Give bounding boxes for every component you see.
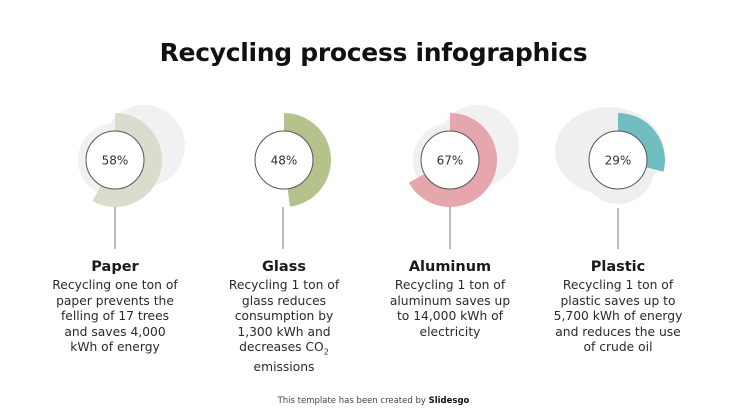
aluminum-description: Recycling 1 ton of aluminum saves up to … [389, 278, 511, 339]
plastic-title: Plastic [590, 259, 646, 275]
plastic-center-circle [588, 130, 648, 190]
aluminum-center-circle [420, 130, 480, 190]
glass-center-circle [254, 130, 314, 190]
glass-progress-arc [284, 113, 332, 207]
glass-card: Glass Recycling 1 ton of glass reduces c… [199, 257, 369, 375]
paper-description: Recycling one ton of paper prevents the … [52, 278, 178, 354]
paper-card: Paper Recycling one ton of paper prevent… [30, 257, 200, 356]
footer-prefix: This template has been created by [277, 396, 429, 406]
glass-title: Glass [262, 259, 306, 275]
paper-percent: 58% [102, 154, 129, 168]
footer-credit: This template has been created by Slides… [0, 396, 747, 406]
plastic-card: Plastic Recycling 1 ton of plastic saves… [533, 257, 703, 356]
aluminum-percent: 67% [437, 154, 464, 168]
footer-brand-link[interactable]: Slidesgo [428, 396, 470, 406]
paper-title: Paper [91, 259, 139, 275]
paper-progress-arc [92, 113, 162, 207]
page-title: Recycling process infographics [159, 38, 588, 67]
aluminum-progress-arc [408, 113, 497, 207]
glass-description: Recycling 1 ton of glass reduces consump… [199, 278, 369, 375]
aluminum-card: Aluminum Recycling 1 ton of aluminum sav… [365, 257, 535, 340]
plastic-percent: 29% [605, 154, 632, 168]
aluminum-title: Aluminum [408, 259, 492, 275]
co2-subscript: 2 [323, 347, 329, 357]
plastic-description: Recycling 1 ton of plastic saves up to 5… [553, 278, 683, 354]
glass-description-main: Recycling 1 ton of glass reduces consump… [228, 278, 340, 354]
glass-percent: 48% [271, 154, 298, 168]
glass-description-end: emissions [253, 359, 315, 374]
paper-center-circle [85, 130, 145, 190]
